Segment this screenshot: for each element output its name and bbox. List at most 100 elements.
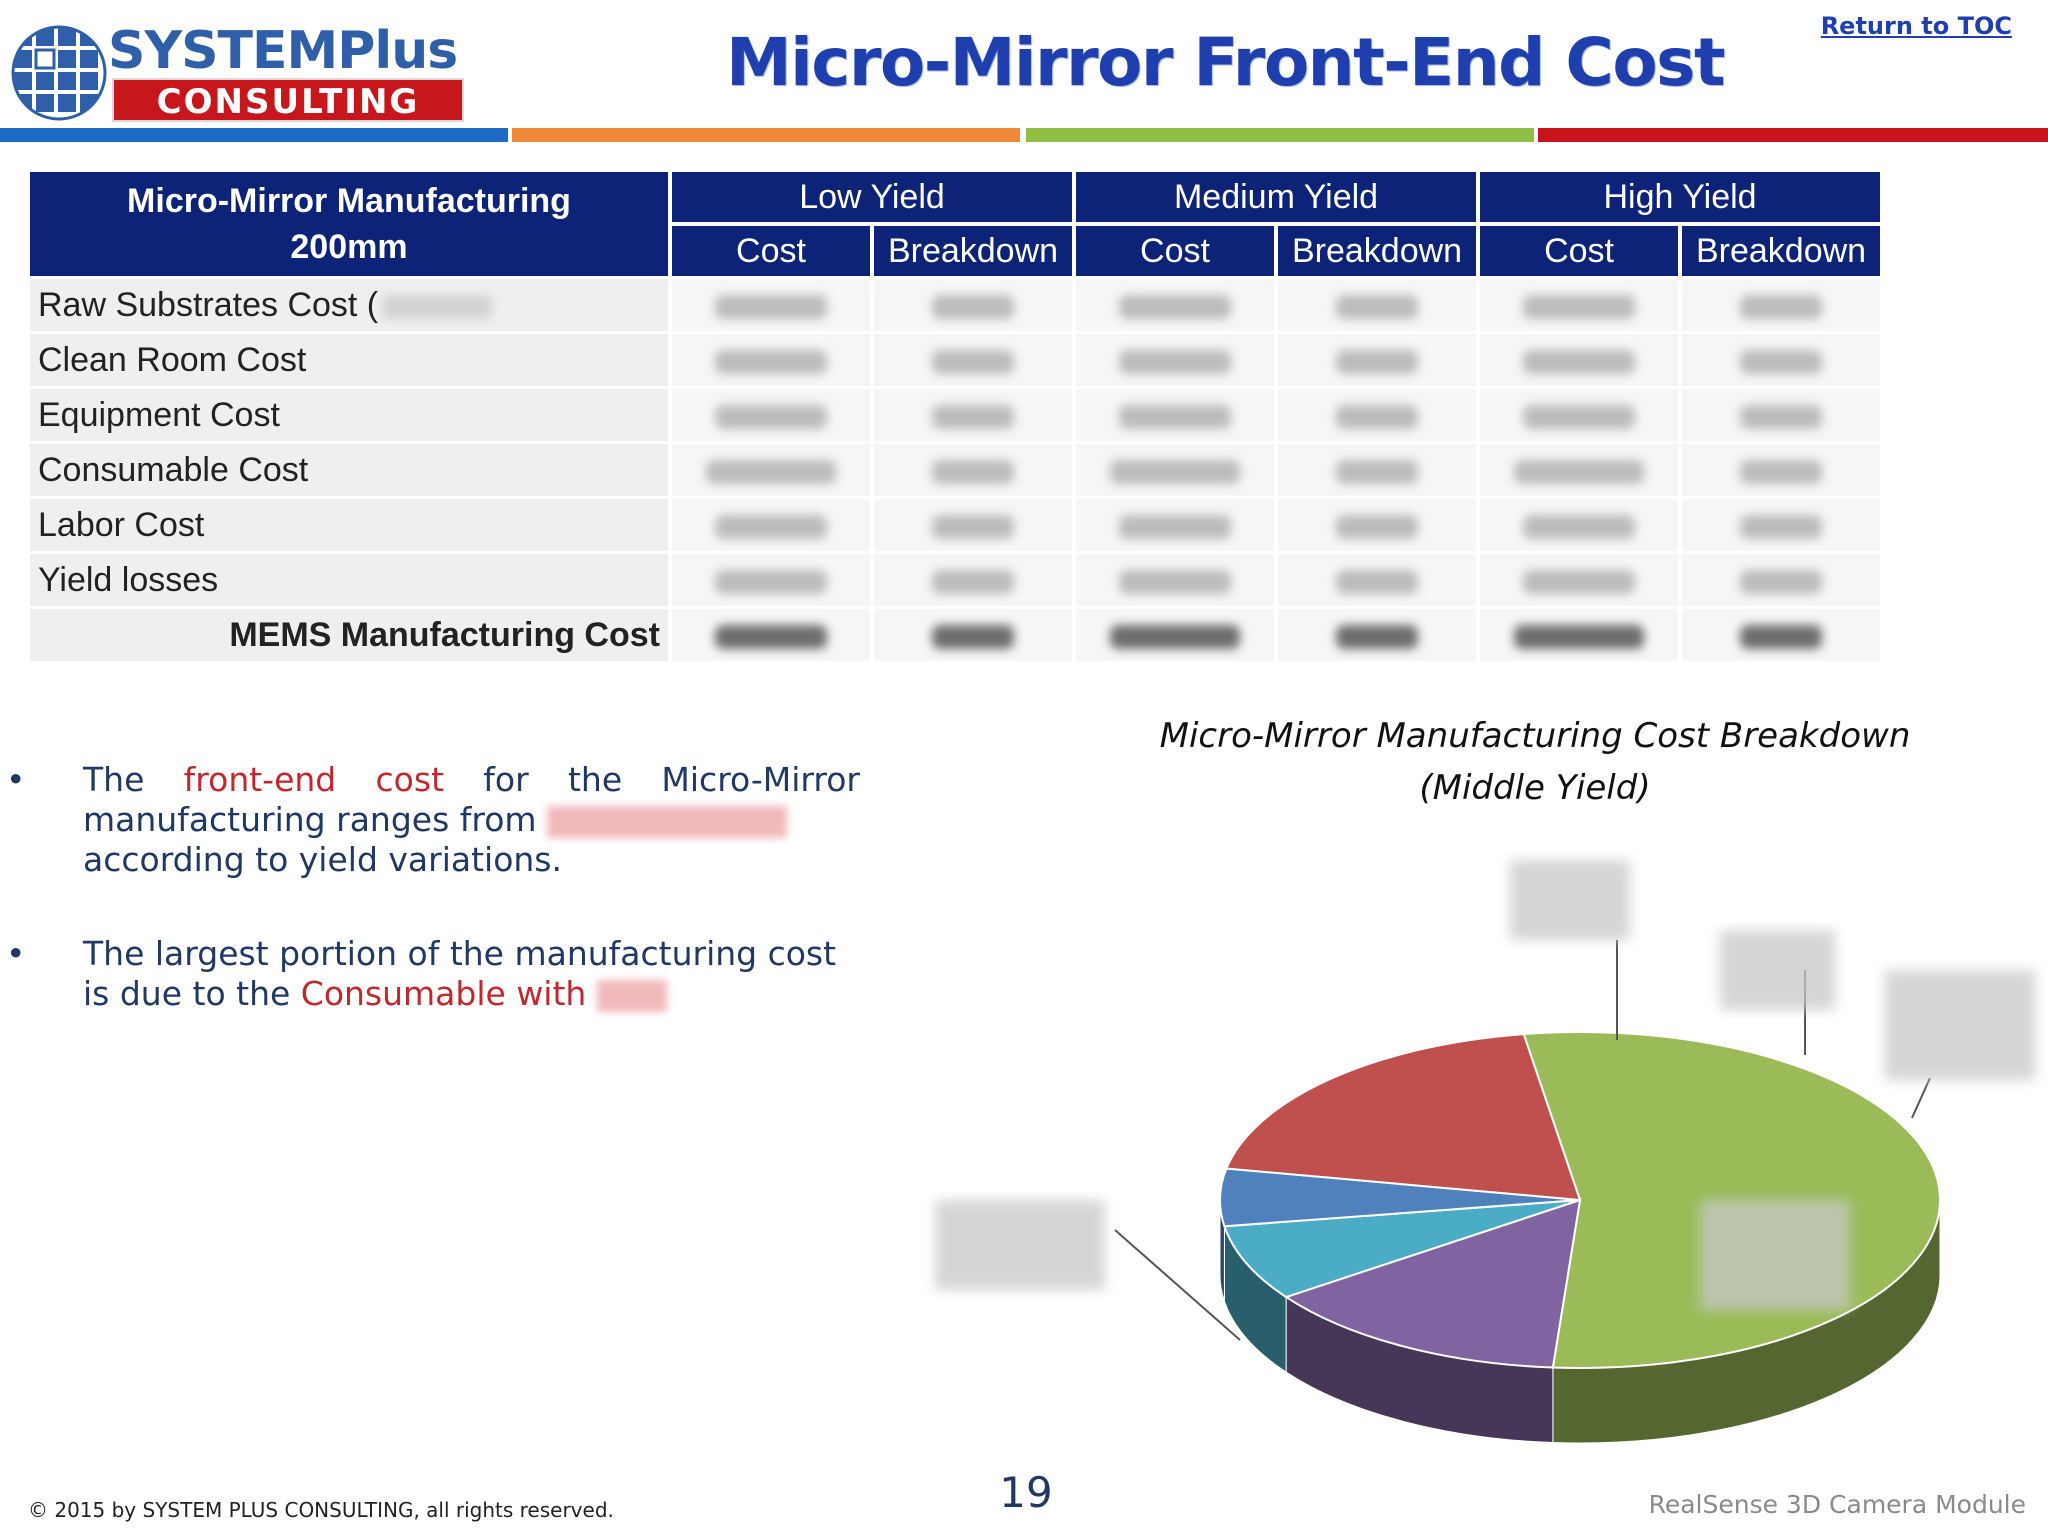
blurred-cell xyxy=(1274,276,1477,331)
blurred-cell xyxy=(1072,276,1275,331)
table-row-total: MEMS Manufacturing Cost xyxy=(30,606,1881,661)
blurred-cell xyxy=(1476,551,1679,606)
blurred-data-label xyxy=(935,1200,1105,1290)
bullet-list: • The front-end cost for the Micro-Mirro… xyxy=(0,760,860,1068)
row-label: Consumable Cost xyxy=(30,441,668,496)
product-name: RealSense 3D Camera Module xyxy=(1648,1490,2026,1519)
bullet-dot-icon: • xyxy=(6,934,26,973)
blurred-cell xyxy=(1678,331,1881,386)
blurred-cell xyxy=(668,551,870,606)
logo-subtitle: CONSULTING xyxy=(112,78,464,122)
blurred-value xyxy=(547,805,788,838)
blurred-cell xyxy=(1274,441,1477,496)
table-row: Yield losses xyxy=(30,551,1881,606)
cost-table: Micro-Mirror Manufacturing 200mm Low Yie… xyxy=(30,172,1881,661)
blurred-cell xyxy=(870,386,1073,441)
blurred-cell xyxy=(1274,386,1477,441)
chart-title-line: Micro-Mirror Manufacturing Cost Breakdow… xyxy=(1159,716,1911,756)
leader-line xyxy=(1114,1229,1241,1341)
blurred-cell xyxy=(668,496,870,551)
pie-slice-side xyxy=(1552,1199,1941,1444)
bullet-item: • The front-end cost for the Micro-Mirro… xyxy=(6,760,860,879)
blurred-cell xyxy=(1476,606,1679,661)
pie-slice xyxy=(1283,1198,1582,1369)
blurred-cell xyxy=(1274,606,1477,661)
group-header-low: Low Yield xyxy=(668,172,1073,222)
blurred-cell xyxy=(1678,276,1881,331)
page-number: 19 xyxy=(999,1468,1053,1517)
blurred-cell xyxy=(668,331,870,386)
table-row: Equipment Cost xyxy=(30,386,1881,441)
blurred-cell xyxy=(668,441,870,496)
logo-wordmark: SYSTEMPlus xyxy=(108,21,458,81)
copyright-text: © 2015 by SYSTEM PLUS CONSULTING, all ri… xyxy=(28,1498,614,1522)
blurred-data-label xyxy=(1720,930,1835,1010)
highlight-text: Consumable with xyxy=(300,974,587,1013)
blurred-cell xyxy=(870,606,1073,661)
blurred-cell xyxy=(870,551,1073,606)
blurred-cell xyxy=(1072,331,1275,386)
chart-subtitle: (Middle Yield) xyxy=(1419,768,1651,808)
blurred-data-label xyxy=(1885,970,2035,1080)
pie-slice xyxy=(1522,1031,1941,1369)
blurred-cell xyxy=(1678,551,1881,606)
table-row: Raw Substrates Cost ( xyxy=(30,276,1881,331)
blurred-cell xyxy=(1072,386,1275,441)
group-header-medium: Medium Yield xyxy=(1072,172,1477,222)
subheader-breakdown: Breakdown xyxy=(1678,222,1881,276)
table-corner-header: Micro-Mirror Manufacturing 200mm xyxy=(30,172,668,276)
blurred-cell xyxy=(1072,551,1275,606)
table-row: Consumable Cost xyxy=(30,441,1881,496)
blurred-data-label xyxy=(1510,860,1630,940)
row-label: Labor Cost xyxy=(30,496,668,551)
blurred-cell xyxy=(1678,386,1881,441)
chart-title: Micro-Mirror Manufacturing Cost Breakdow… xyxy=(1060,710,2010,814)
pie-slice-side xyxy=(1285,1296,1554,1444)
bullet-item: • The largest portion of the manufacturi… xyxy=(6,934,837,1013)
pie-slice xyxy=(1224,1033,1582,1202)
table-row: Labor Cost xyxy=(30,496,1881,551)
pie-slice-side xyxy=(1223,1226,1287,1373)
row-label: Equipment Cost xyxy=(30,386,668,441)
blurred-cell xyxy=(1678,496,1881,551)
blurred-cell xyxy=(1476,331,1679,386)
pie-slice xyxy=(1219,1167,1581,1228)
blurred-cell xyxy=(1678,441,1881,496)
blurred-value xyxy=(382,294,493,319)
bullet-dot-icon: • xyxy=(6,760,26,799)
blurred-cell xyxy=(1476,386,1679,441)
blurred-cell xyxy=(1072,441,1275,496)
blurred-data-label xyxy=(1700,1200,1850,1310)
subheader-cost: Cost xyxy=(1476,222,1679,276)
blurred-cell xyxy=(870,331,1073,386)
blurred-cell xyxy=(870,496,1073,551)
highlight-text: front-end cost xyxy=(183,760,445,799)
blurred-cell xyxy=(1476,496,1679,551)
blurred-cell xyxy=(668,606,870,661)
subheader-breakdown: Breakdown xyxy=(1274,222,1477,276)
corner-line2: 200mm xyxy=(290,228,408,266)
table-row: Clean Room Cost xyxy=(30,331,1881,386)
pie-slice-side xyxy=(1219,1199,1225,1302)
row-label: Yield losses xyxy=(30,551,668,606)
subheader-breakdown: Breakdown xyxy=(870,222,1073,276)
subheader-cost: Cost xyxy=(1072,222,1275,276)
blurred-cell xyxy=(1274,496,1477,551)
blurred-value xyxy=(596,979,667,1012)
blurred-cell xyxy=(1072,606,1275,661)
leader-line xyxy=(1911,1077,1931,1119)
blurred-cell xyxy=(870,441,1073,496)
blurred-cell xyxy=(1072,496,1275,551)
globe-grid-icon xyxy=(11,25,107,121)
return-to-toc-link[interactable]: Return to TOC xyxy=(1820,12,2012,40)
stripe-blue xyxy=(0,128,508,142)
subheader-cost: Cost xyxy=(668,222,870,276)
blurred-cell xyxy=(870,276,1073,331)
blurred-cell xyxy=(1476,441,1679,496)
group-header-high: High Yield xyxy=(1476,172,1881,222)
blurred-cell xyxy=(668,276,870,331)
blurred-cell xyxy=(668,386,870,441)
blurred-cell xyxy=(1678,606,1881,661)
blurred-cell xyxy=(1274,331,1477,386)
page-title: Micro-Mirror Front-End Cost xyxy=(725,24,1726,101)
